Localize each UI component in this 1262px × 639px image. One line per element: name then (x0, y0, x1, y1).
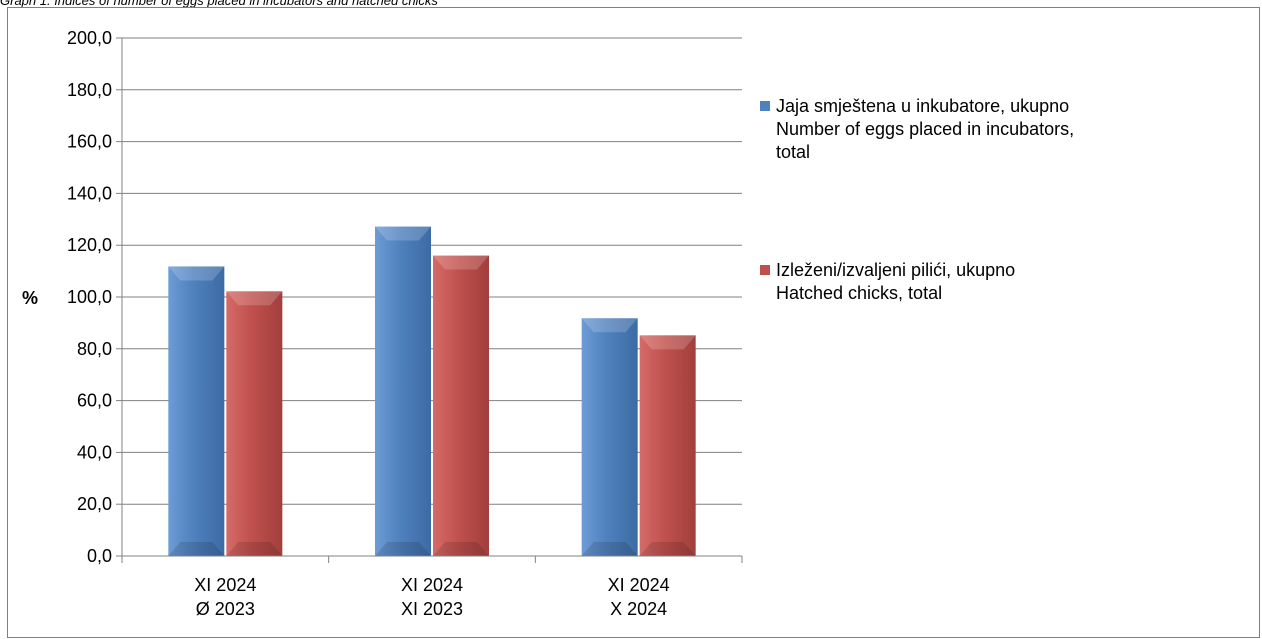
bar-bevel (433, 255, 489, 270)
bar-eggs-1 (168, 266, 225, 556)
legend-label-eggs-line-3: total (776, 142, 811, 162)
axes: 0,0 20,0 40,0 60,0 80,0 100,0 120,0 140,0 160,0 1… (67, 28, 743, 619)
bar-bevel-bottom (581, 542, 638, 556)
legend-label-eggs: Jaja smještena u inkubatore, ukupno Numb… (776, 95, 1074, 164)
y-tick-label: 20,0 (77, 494, 112, 514)
x-tick-label: X 2024 (610, 599, 667, 619)
bar-eggs-3 (581, 318, 638, 556)
y-tick-label: 140,0 (67, 183, 112, 203)
y-tick-label: 0,0 (87, 546, 112, 566)
y-tick-label: 200,0 (67, 28, 112, 48)
x-tick-label: Ø 2023 (196, 599, 255, 619)
legend-swatch-chicks (760, 265, 770, 275)
x-tick-label: XI 2023 (401, 599, 463, 619)
y-tick-label: 40,0 (77, 442, 112, 462)
y-tick-label: 100,0 (67, 287, 112, 307)
legend-label-chicks-line-1: Izleženi/izvaljeni pilići, ukupno (776, 260, 1016, 280)
x-tick-label: XI 2024 (194, 575, 256, 595)
y-axis-label: % (22, 288, 38, 308)
x-tick-label: XI 2024 (401, 575, 463, 595)
y-tick-label: 120,0 (67, 235, 112, 255)
x-tick-label: XI 2024 (608, 575, 670, 595)
bar-chicks-1 (226, 291, 283, 556)
bar-bevel (226, 291, 283, 306)
legend-swatch-eggs (760, 101, 770, 111)
bar-chicks-2 (433, 255, 489, 556)
y-tick-label: 160,0 (67, 132, 112, 152)
y-tick-label: 60,0 (77, 391, 112, 411)
bar-bevel-bottom (226, 542, 283, 556)
bar-bevel (168, 266, 225, 281)
bar-bevel-bottom (639, 542, 696, 556)
legend-label-chicks: Izleženi/izvaljeni pilići, ukupno Hatche… (776, 259, 1015, 305)
bars (168, 226, 696, 556)
bar-chicks-3 (639, 335, 696, 556)
bar-bevel-bottom (168, 542, 225, 556)
bar-bevel (581, 318, 638, 333)
bar-bevel-bottom (375, 542, 431, 556)
legend-label-chicks-line-2: Hatched chicks, total (776, 283, 943, 303)
bar-eggs-2 (375, 226, 431, 556)
bar-bevel (375, 226, 431, 241)
bar-bevel (639, 335, 696, 350)
legend-label-eggs-line-2: Number of eggs placed in incubators, (776, 119, 1075, 139)
y-tick-label: 180,0 (67, 80, 112, 100)
legend-label-eggs-line-1: Jaja smještena u inkubatore, ukupno (776, 96, 1070, 116)
chart-caption: Graph 1. Indices of number of eggs place… (0, 0, 438, 8)
y-tick-label: 80,0 (77, 339, 112, 359)
bar-bevel-bottom (433, 542, 489, 556)
